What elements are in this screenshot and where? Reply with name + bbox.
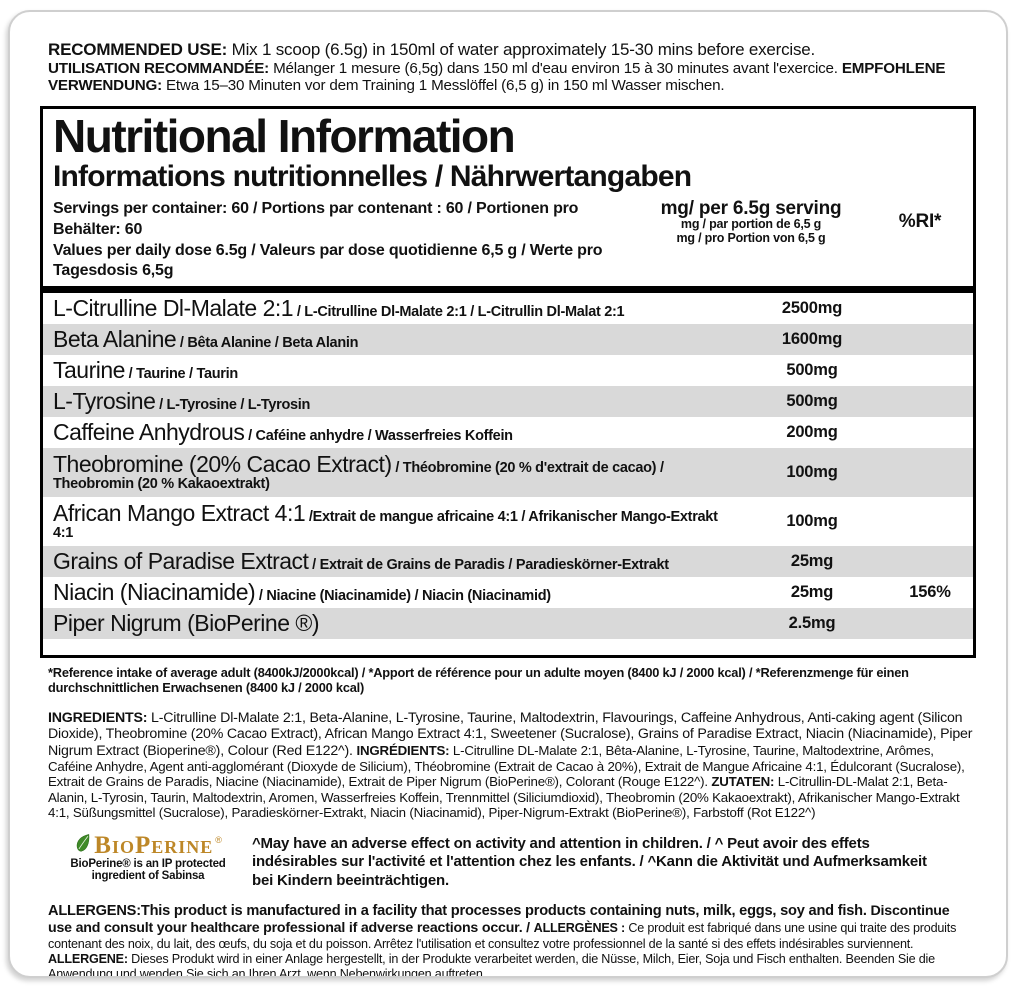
- allergens-en-rest: Discontinue use and consult your healthc…: [48, 902, 950, 937]
- supplement-label: RECOMMENDED USE: Mix 1 scoop (6.5g) in 1…: [8, 10, 1008, 978]
- nutrient-name: Niacin (Niacinamide): [53, 579, 256, 606]
- table-row: Beta Alanine / Bêta Alanine / Beta Alani…: [43, 324, 973, 356]
- nutrient-translation: / L-Citrulline Dl-Malate 2:1 / L-Citrull…: [293, 304, 625, 321]
- ingredients-fr-label: INGRÉDIENTS:: [356, 742, 450, 758]
- nutrient-ri: 156%: [909, 583, 951, 602]
- nutrient-amount: 2500mg: [781, 299, 843, 318]
- allergens-fr-label: ALLERGÈNES :: [533, 921, 626, 936]
- ingredients-fr-text: L-Citrulline DL-Malate 2:1, Bêta-Alanine…: [48, 742, 965, 790]
- amount-header-de: mg / pro Portion von 6,5 g: [676, 230, 826, 245]
- table-row: Theobromine (20% Cacao Extract) / Théobr…: [43, 448, 973, 498]
- amount-header-fr: mg / par portion de 6,5 g: [680, 216, 822, 231]
- allergens-block: ALLERGENS:This product is manufactured i…: [48, 902, 974, 978]
- panel-subtitle: Informations nutritionnelles / Nährwerta…: [53, 160, 692, 194]
- nutrient-amount: 100mg: [786, 512, 838, 531]
- ingredients-de-label: ZUTATEN:: [711, 774, 775, 790]
- recommended-use-block: RECOMMENDED USE: Mix 1 scoop (6.5g) in 1…: [48, 40, 968, 94]
- leaf-icon: [77, 833, 90, 852]
- table-row: L-Tyrosine / L-Tyrosine / L-Tyrosin 500m…: [43, 386, 973, 418]
- recommended-use-fr-text: Mélanger 1 mesure (6,5g) dans 150 ml d'e…: [269, 59, 842, 77]
- nutrient-amount: 500mg: [786, 361, 838, 380]
- table-row: Taurine / Taurine / Taurin 500mg: [43, 355, 973, 386]
- nutrient-amount: 25mg: [790, 583, 834, 602]
- nutrient-name: African Mango Extract 4:1: [53, 500, 306, 527]
- amount-column-header: mg/ per 6.5g serving mg / par portion de…: [625, 199, 877, 246]
- nutrient-translation: /Extrait de mangue africaine 4:1 / Afrik…: [53, 509, 718, 542]
- allergens-en-bold: This product is manufactured in a facili…: [140, 902, 867, 919]
- servings-line-1: Servings per container: 60 / Portions pa…: [53, 199, 579, 238]
- servings-header: Servings per container: 60 / Portions pa…: [43, 193, 973, 286]
- nutrient-translation: / Niacine (Niacinamide) / Niacin (Niacin…: [255, 588, 551, 605]
- nutrient-name: Beta Alanine: [53, 326, 177, 353]
- children-warning-text: ^May have an adverse effect on activity …: [252, 834, 927, 890]
- nutrient-amount: 500mg: [786, 392, 838, 411]
- nutrient-name: Caffeine Anhydrous: [53, 419, 245, 446]
- recommended-use-en: RECOMMENDED USE: Mix 1 scoop (6.5g) in 1…: [48, 40, 968, 60]
- table-row: Niacin (Niacinamide) / Niacine (Niacinam…: [43, 577, 973, 608]
- recommended-use-de-text: Etwa 15–30 Minuten vor dem Training 1 Me…: [161, 77, 725, 95]
- nutrient-amount: 200mg: [786, 423, 838, 442]
- nutrient-amount: 100mg: [786, 463, 838, 482]
- recommended-use-fr-label: UTILISATION RECOMMANDÉE:: [48, 59, 270, 77]
- nutrient-amount: 1600mg: [781, 330, 843, 349]
- nutrient-name: Grains of Paradise Extract: [53, 548, 309, 575]
- servings-line-2: Values per daily dose 6.5g / Valeurs par…: [53, 241, 603, 280]
- nutrient-name: Theobromine (20% Cacao Extract): [53, 451, 392, 478]
- amount-header-en: mg/ per 6.5g serving: [660, 197, 842, 219]
- recommended-use-fr-de: UTILISATION RECOMMANDÉE: Mélanger 1 mesu…: [48, 60, 968, 95]
- recommended-use-en-text: Mix 1 scoop (6.5g) in 150ml of water app…: [227, 40, 816, 59]
- nutrient-translation: / L-Tyrosine / L-Tyrosin: [155, 397, 311, 414]
- table-row: L-Citrulline Dl-Malate 2:1 / L-Citrullin…: [43, 293, 973, 324]
- nutrient-translation: / Extrait de Grains de Paradis / Paradie…: [308, 557, 669, 574]
- reference-intake-footnote: *Reference intake of average adult (8400…: [48, 665, 909, 695]
- bioperine-section: BioPerine ® BioPerine® is an IP protecte…: [58, 831, 976, 891]
- nutrient-name: Piper Nigrum (BioPerine ®): [53, 610, 319, 637]
- nutrient-name: L-Citrulline Dl-Malate 2:1: [53, 295, 294, 322]
- ingredients-de-text: L-Citrullin-DL-Malat 2:1, Beta-Alanin, L…: [48, 774, 960, 821]
- nutrient-amount: 25mg: [790, 552, 834, 571]
- bioperine-logo: BioPerine ® BioPerine® is an IP protecte…: [58, 831, 238, 883]
- ingredients-block: INGREDIENTS: L-Citrulline Dl-Malate 2:1,…: [48, 710, 974, 821]
- table-row: Caffeine Anhydrous / Caféine anhydre / W…: [43, 417, 973, 448]
- allergens-fr-text: Ce produit est fabriqué dans une usine q…: [48, 921, 957, 951]
- bioperine-wordmark: BioPerine: [94, 831, 214, 859]
- servings-info: Servings per container: 60 / Portions pa…: [53, 199, 625, 282]
- nutrient-translation: / Bêta Alanine / Beta Alanin: [176, 335, 359, 352]
- allergens-de-label: ALLERGENE:: [48, 951, 128, 966]
- nutrient-name: L-Tyrosine: [53, 388, 156, 415]
- ingredients-en-text: L-Citrulline Dl-Malate 2:1, Beta-Alanine…: [48, 709, 973, 759]
- recommended-use-de-label: EMPFOHLENE VERWENDUNG:: [48, 59, 946, 95]
- ingredients-en-label: INGREDIENTS:: [48, 709, 148, 726]
- nutrient-translation: / Théobromine (20 % d'extrait de cacao) …: [53, 460, 664, 493]
- allergens-de-text: Dieses Produkt wird in einer Anlage herg…: [48, 951, 935, 978]
- nutrition-table: L-Citrulline Dl-Malate 2:1 / L-Citrullin…: [43, 293, 973, 655]
- bioperine-caption: BioPerine® is an IP protected ingredient…: [70, 858, 226, 883]
- nutrient-translation: / Caféine anhydre / Wasserfreies Koffein: [244, 428, 513, 445]
- header-divider: [43, 286, 973, 294]
- allergens-en-label: ALLERGENS:: [48, 902, 141, 919]
- ri-column-header: %RI*: [898, 210, 942, 232]
- panel-title: Nutritional Information: [53, 110, 516, 163]
- recommended-use-en-label: RECOMMENDED USE:: [48, 40, 228, 59]
- table-row: Grains of Paradise Extract / Extrait de …: [43, 546, 973, 578]
- nutrient-amount: 2.5mg: [788, 614, 836, 633]
- nutrition-panel: Nutritional Information Informations nut…: [40, 106, 976, 659]
- nutrient-name: Taurine: [53, 357, 125, 384]
- nutrient-translation: / Taurine / Taurin: [124, 366, 239, 383]
- nutrition-panel-header: Nutritional Information Informations nut…: [43, 109, 973, 193]
- table-row: Piper Nigrum (BioPerine ®) 2.5mg: [43, 608, 973, 640]
- table-row: African Mango Extract 4:1 /Extrait de ma…: [43, 497, 973, 546]
- bioperine-registered-mark: ®: [215, 834, 222, 845]
